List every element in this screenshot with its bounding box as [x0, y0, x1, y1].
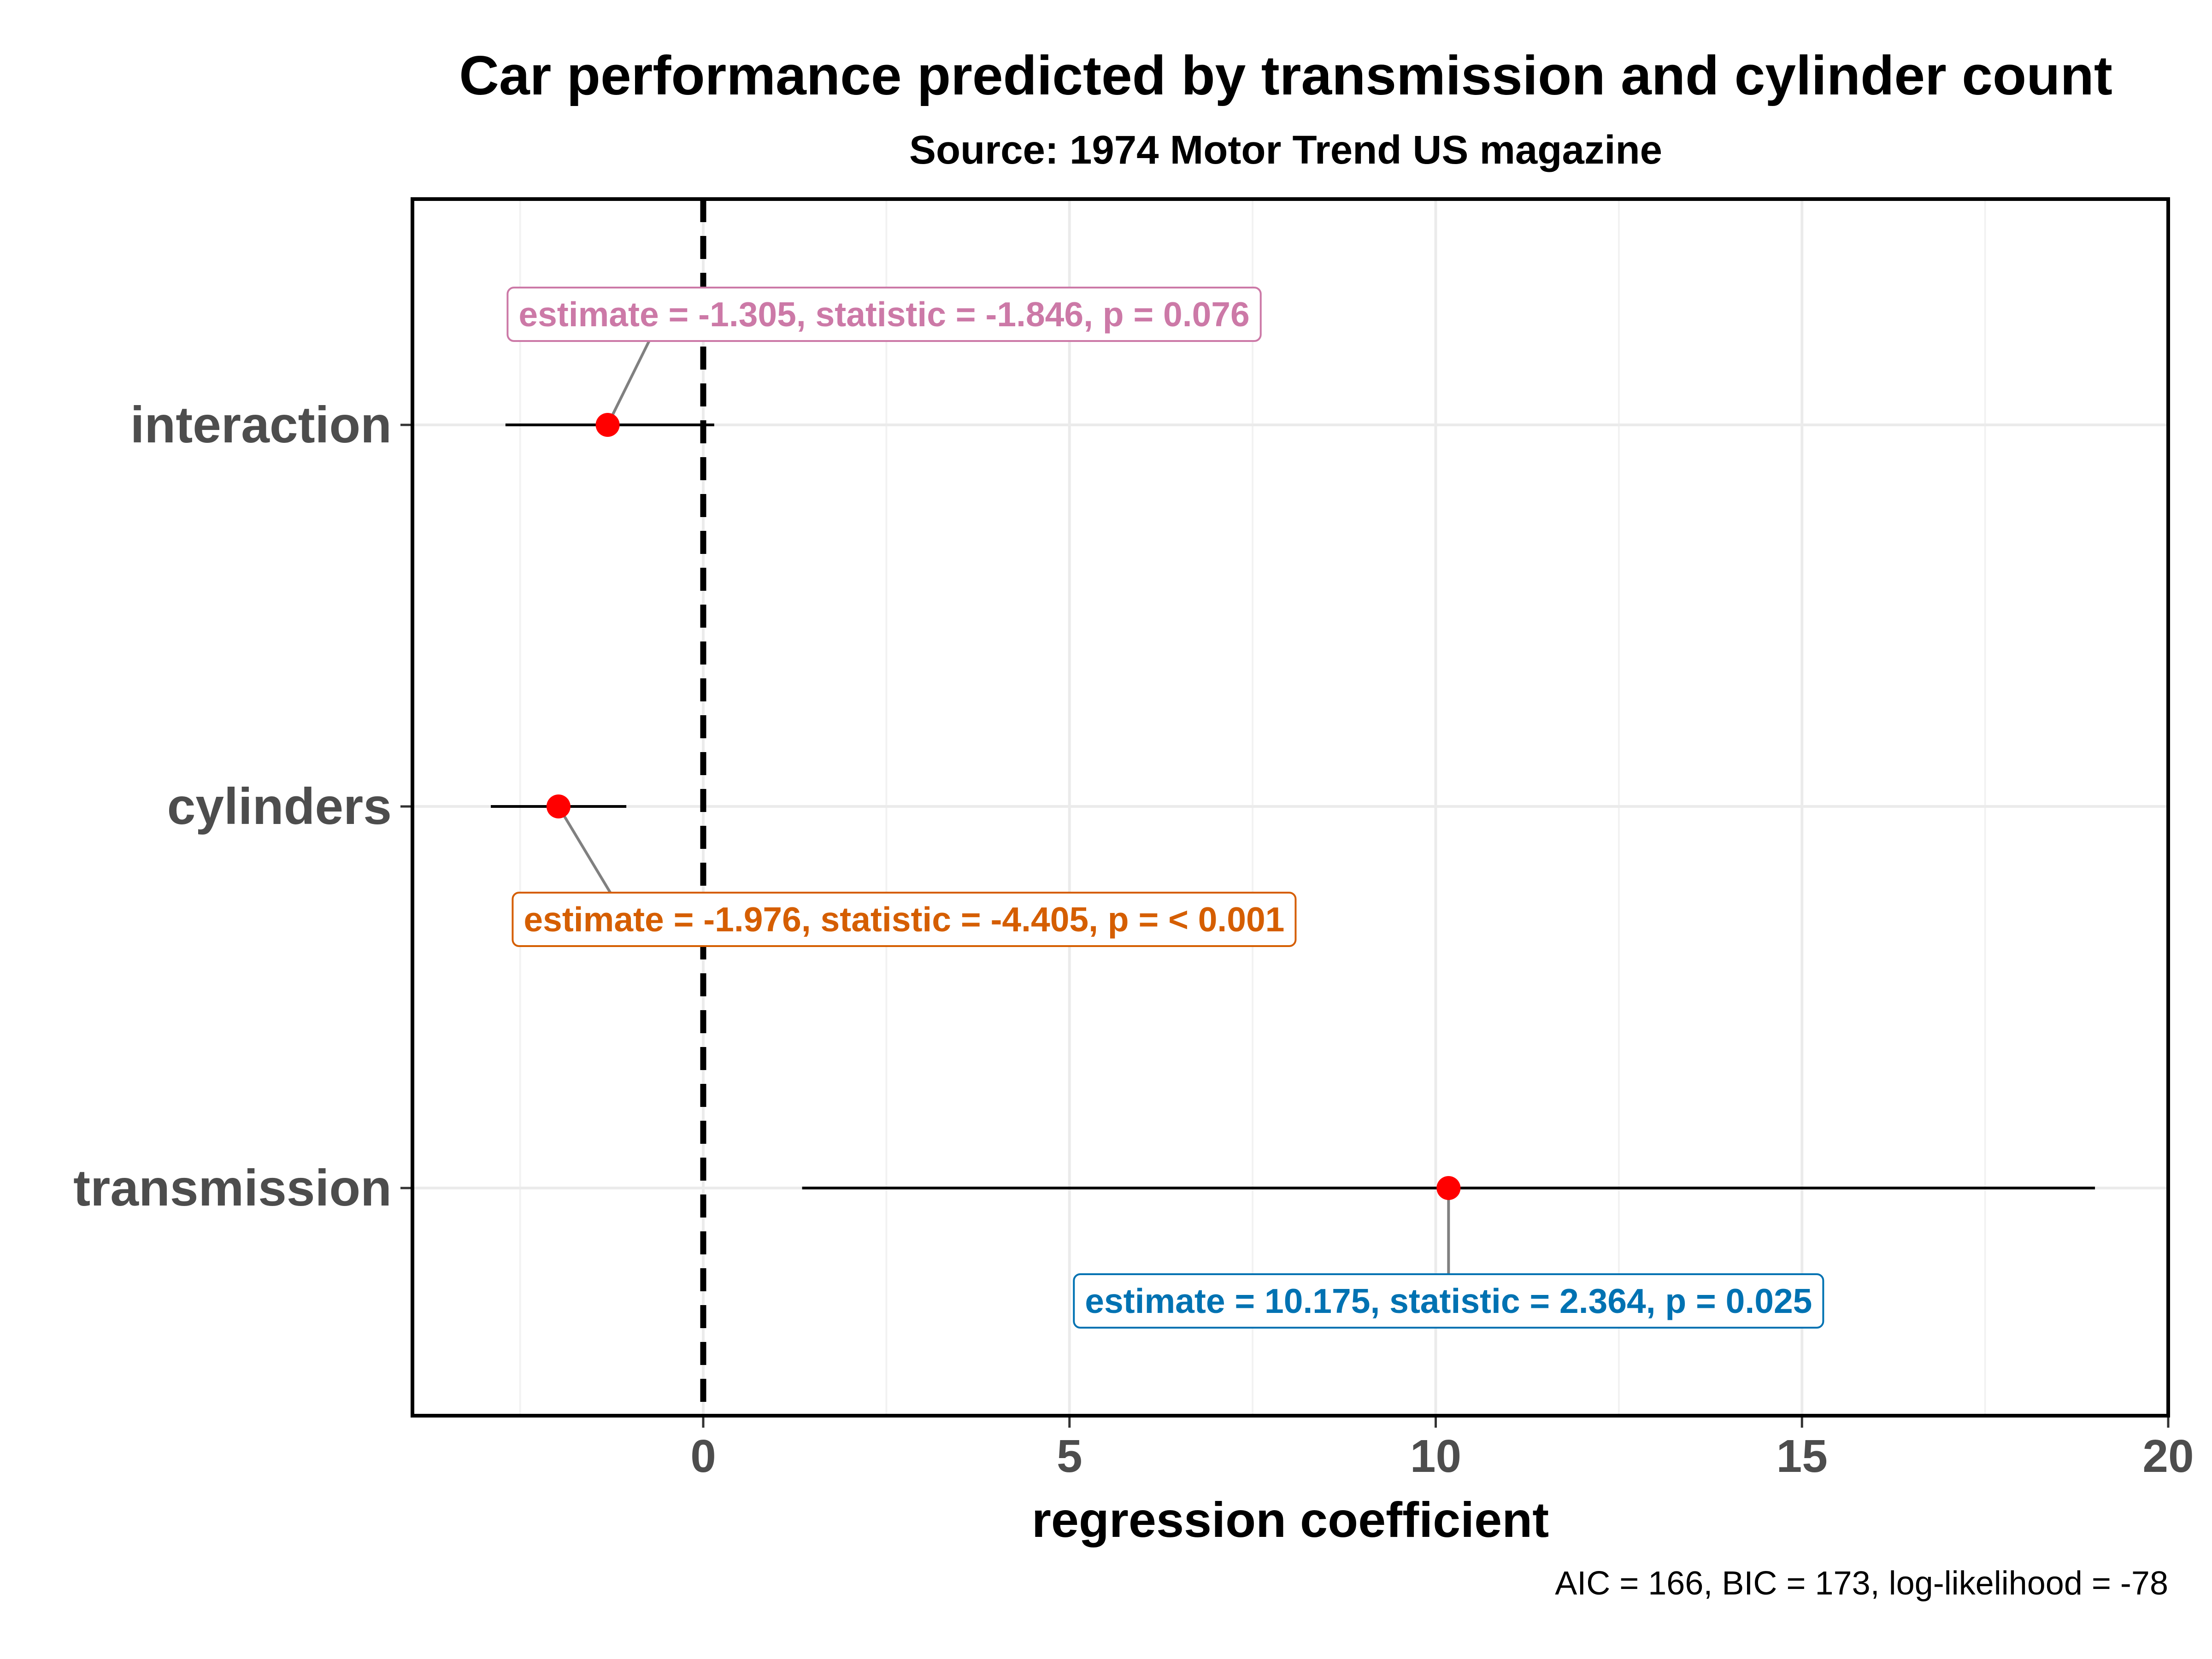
estimate-label-text: estimate = -1.305, statistic = -1.846, p… — [518, 295, 1249, 334]
point-estimate — [546, 794, 571, 818]
y-tick-label: interaction — [130, 396, 392, 453]
estimate-labels: estimate = -1.305, statistic = -1.846, p… — [506, 287, 1824, 1329]
estimate-label-box — [512, 892, 1297, 947]
y-tick-label: transmission — [73, 1159, 392, 1217]
estimate-label-text: estimate = -1.976, statistic = -4.405, p… — [524, 900, 1284, 939]
chart-title: Car performance predicted by transmissio… — [459, 45, 2112, 106]
point-estimate — [1436, 1176, 1461, 1200]
point-estimate — [595, 413, 620, 437]
x-axis-label: regression coefficient — [1032, 1492, 1549, 1547]
model-fit-caption: AIC = 166, BIC = 173, log-likelihood = -… — [1555, 1565, 2168, 1602]
estimate-label-box — [506, 287, 1262, 342]
x-tick-label: 5 — [1057, 1430, 1082, 1482]
x-tick-label: 0 — [690, 1430, 716, 1482]
x-tick-label: 15 — [1777, 1430, 1828, 1482]
estimate-label-box — [1073, 1273, 1824, 1329]
x-tick-label: 20 — [2142, 1430, 2194, 1482]
estimate-label-text: estimate = 10.175, statistic = 2.364, p … — [1085, 1282, 1812, 1320]
plot-panel-border — [411, 197, 2170, 1418]
y-tick-label: cylinders — [167, 778, 392, 835]
x-tick-label: 10 — [1410, 1430, 1461, 1482]
grid — [412, 199, 2170, 1416]
data-marks — [491, 340, 2095, 1274]
chart-subtitle: Source: 1974 Motor Trend US magazine — [909, 128, 1662, 172]
label-leader-line — [557, 806, 612, 894]
axes: 0 5 10 15 20 interaction cylinders transmission — [73, 396, 2194, 1482]
label-leader-line — [606, 340, 651, 426]
